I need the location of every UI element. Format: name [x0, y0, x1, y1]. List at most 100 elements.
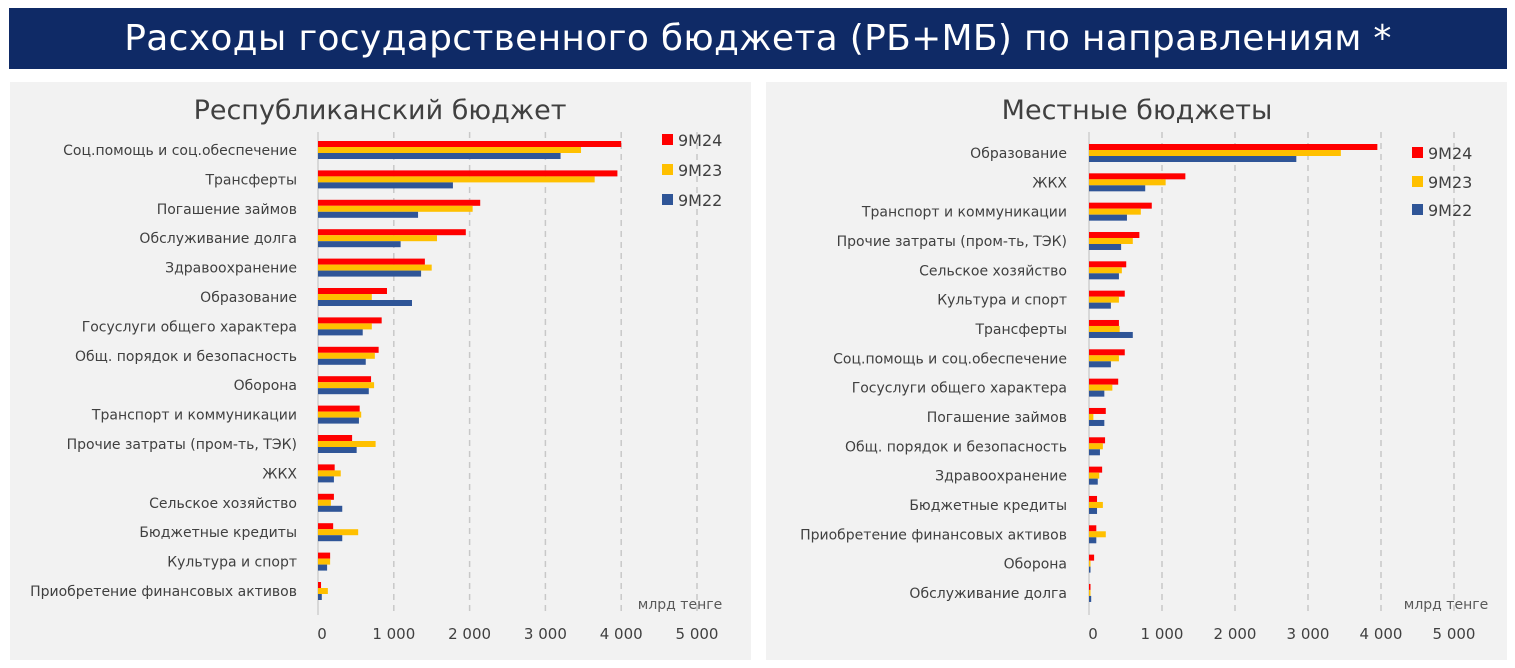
bar-9m23: [318, 205, 473, 212]
bar-9m22: [318, 358, 366, 365]
bar-9m24: [1089, 261, 1127, 268]
bar-9m23: [318, 382, 375, 389]
legend-swatch-9m24: [662, 134, 673, 145]
x-axis-unit-label: млрд тенге: [1404, 597, 1488, 613]
bar-9m24: [318, 405, 360, 412]
bar-9m24: [318, 199, 481, 206]
x-tick-label: 1 000: [372, 625, 415, 643]
category-label: Сельское хозяйство: [919, 263, 1067, 279]
bar-9m24: [318, 170, 618, 177]
legend-label: 9M23: [678, 161, 722, 180]
legend-label: 9M24: [678, 131, 722, 150]
legend-swatch-9m23: [662, 164, 673, 175]
category-label: Прочие затраты (пром-ть, ТЭК): [67, 437, 297, 453]
bar-9m23: [318, 411, 362, 418]
category-label: Госуслуги общего характера: [82, 319, 297, 335]
bar-9m24: [318, 523, 334, 530]
bar-9m22: [318, 300, 412, 306]
bar-9m24: [318, 582, 322, 588]
bar-9m24: [318, 141, 622, 147]
bar-9m23: [1089, 472, 1100, 479]
bar-9m23: [1089, 560, 1091, 567]
bar-9m22: [1089, 595, 1092, 602]
bar-9m23: [318, 352, 375, 359]
bar-9m23: [1089, 531, 1106, 538]
category-label: Здравоохранение: [935, 469, 1067, 485]
category-label: Бюджетные кредиты: [139, 525, 297, 541]
bar-9m22: [1089, 302, 1111, 309]
category-label: Здравоохранение: [165, 261, 297, 277]
bar-9m23: [1089, 325, 1120, 332]
x-tick-label: 5 000: [1433, 625, 1476, 643]
bar-9m22: [1089, 419, 1105, 426]
category-label: Образование: [970, 146, 1067, 162]
bar-9m23: [318, 323, 372, 330]
bar-9m24: [1089, 466, 1103, 473]
bar-9m22: [318, 594, 322, 600]
legend-swatch-9m23: [1412, 176, 1423, 187]
category-label: Сельское хозяйство: [149, 496, 297, 512]
bar-9m22: [1089, 537, 1097, 544]
category-label: Погашение займов: [157, 202, 297, 218]
x-tick-label: 0: [1088, 625, 1098, 643]
bar-9m24: [1089, 407, 1106, 414]
category-label: Культура и спорт: [167, 555, 297, 571]
bar-9m24: [1089, 349, 1125, 356]
bar-9m22: [318, 211, 419, 218]
bar-9m24: [318, 317, 382, 324]
category-label: Обслуживание долга: [909, 586, 1067, 602]
bar-9m23: [318, 441, 376, 447]
bar-9m24: [318, 464, 335, 471]
x-tick-label: 3 000: [524, 625, 567, 643]
bar-9m23: [1089, 296, 1119, 303]
bar-9m22: [1089, 507, 1098, 514]
x-tick-label: 4 000: [600, 625, 643, 643]
category-label: ЖКХ: [1032, 175, 1067, 191]
bar-9m24: [1089, 583, 1091, 590]
bar-9m24: [318, 376, 372, 383]
page-header: Расходы государственного бюджета (РБ+МБ)…: [9, 8, 1507, 69]
bar-9m23: [1089, 501, 1103, 508]
bar-9m22: [318, 535, 343, 542]
bar-9m22: [1089, 185, 1146, 192]
bar-9m24: [318, 552, 331, 559]
x-tick-label: 3 000: [1287, 625, 1330, 643]
legend-swatch-9m22: [1412, 204, 1423, 215]
panel-republican-budget: Республиканский бюджет 0 1 000 2 000 3 000 4 …: [10, 82, 751, 660]
bar-9m23: [1089, 589, 1091, 596]
bar-9m24: [318, 229, 466, 236]
bar-9m23: [1089, 208, 1141, 215]
bar-9m22: [318, 388, 369, 395]
bar-9m23: [1089, 150, 1341, 156]
bar-9m24: [318, 258, 425, 265]
category-label: Соц.помощь и соц.обеспечение: [833, 351, 1067, 367]
bar-9m22: [318, 417, 359, 424]
category-label: Приобретение финансовых активов: [800, 527, 1067, 543]
bar-9m22: [318, 270, 422, 277]
category-label: Соц.помощь и соц.обеспечение: [63, 143, 297, 159]
bar-9m24: [1089, 495, 1098, 502]
bar-9m23: [318, 529, 359, 536]
bar-9m23: [1089, 267, 1122, 274]
legend-label: 9M23: [1428, 173, 1472, 192]
category-label: Культура и спорт: [937, 293, 1067, 309]
bar-9m24: [1089, 525, 1097, 532]
x-tick-label: 1 000: [1141, 625, 1184, 643]
bar-9m24: [1089, 554, 1095, 561]
bar-9m22: [318, 476, 334, 483]
bar-chart: Местные бюджеты 0 1 000 2 000 3 000 4 000 5 00…: [800, 95, 1488, 643]
bar-9m23: [318, 588, 328, 594]
bar-9m23: [318, 294, 372, 300]
bar-9m23: [318, 264, 432, 271]
bar-9m22: [318, 447, 357, 453]
bar-9m22: [1089, 478, 1098, 485]
legend-label: 9M24: [1428, 144, 1472, 163]
category-label: Приобретение финансовых активов: [30, 584, 297, 600]
bar-9m23: [1089, 237, 1133, 244]
bar-9m24: [1089, 437, 1106, 444]
x-tick-label: 2 000: [448, 625, 491, 643]
panel-local-budgets: Местные бюджеты 0 1 000 2 000 3 000 4 000 5 00…: [766, 82, 1507, 660]
bar-9m22: [318, 182, 453, 189]
category-label: Прочие затраты (пром-ть, ТЭК): [837, 234, 1067, 250]
bar-9m23: [318, 499, 331, 506]
